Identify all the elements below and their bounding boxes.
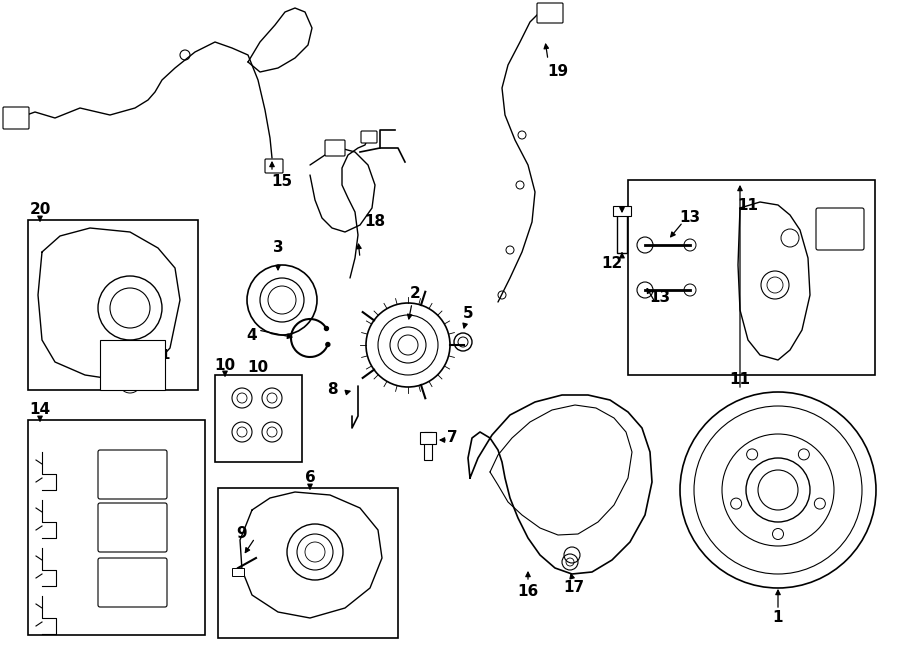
Text: 21: 21 [152, 348, 172, 362]
Text: 1: 1 [773, 611, 783, 625]
FancyBboxPatch shape [325, 140, 345, 156]
Bar [420, 432, 436, 444]
Text: 13: 13 [680, 210, 700, 225]
Text: 15: 15 [272, 175, 292, 190]
Text: 13: 13 [650, 290, 670, 305]
Text: 8: 8 [327, 383, 338, 397]
Circle shape [326, 342, 330, 346]
Text: 17: 17 [563, 580, 585, 596]
Text: 14: 14 [30, 403, 50, 418]
Text: 4: 4 [247, 329, 257, 344]
Text: 9: 9 [237, 527, 248, 541]
FancyBboxPatch shape [3, 107, 29, 129]
Text: 11: 11 [737, 198, 759, 212]
Bar [232, 568, 244, 576]
Bar [28, 420, 205, 635]
Bar [100, 340, 165, 390]
Text: 12: 12 [601, 256, 623, 272]
Text: 19: 19 [547, 65, 569, 79]
Text: 16: 16 [518, 584, 538, 600]
Bar [613, 206, 631, 216]
Text: 10: 10 [248, 360, 268, 375]
Bar [617, 211, 627, 253]
Bar [218, 488, 398, 638]
Bar [628, 180, 875, 375]
Text: 11: 11 [730, 373, 751, 387]
FancyBboxPatch shape [361, 131, 377, 143]
FancyBboxPatch shape [265, 159, 283, 173]
FancyBboxPatch shape [816, 208, 864, 250]
Text: 2: 2 [410, 286, 420, 301]
Text: 18: 18 [364, 215, 385, 229]
Text: 6: 6 [304, 471, 315, 485]
FancyBboxPatch shape [537, 3, 563, 23]
Text: 5: 5 [463, 307, 473, 321]
Text: 3: 3 [273, 241, 284, 256]
Circle shape [325, 327, 328, 330]
Bar [28, 220, 198, 390]
Text: 20: 20 [30, 202, 50, 217]
Bar [215, 375, 302, 462]
Text: 7: 7 [446, 430, 457, 446]
FancyBboxPatch shape [98, 558, 167, 607]
Bar [424, 432, 432, 460]
FancyBboxPatch shape [98, 503, 167, 552]
FancyBboxPatch shape [98, 450, 167, 499]
Text: 10: 10 [214, 358, 236, 373]
